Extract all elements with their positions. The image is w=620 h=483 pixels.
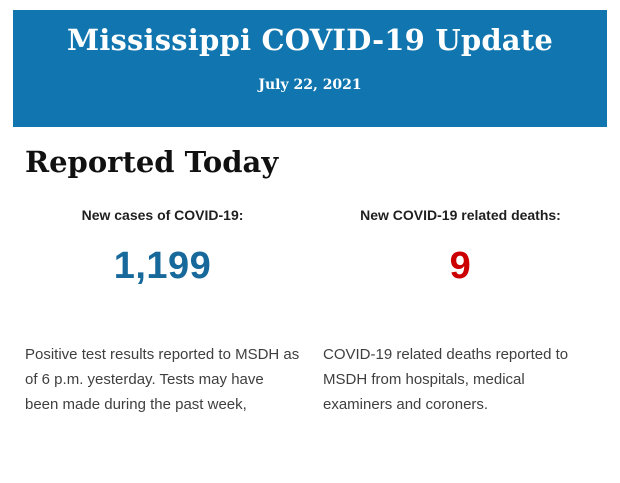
- new-cases-label: New cases of COVID-19:: [81, 207, 244, 224]
- banner: Mississippi COVID-19 Update July 22, 202…: [13, 10, 607, 127]
- content: Reported Today New cases of COVID-19: 1,…: [0, 145, 620, 417]
- new-deaths-description: COVID-19 related deaths reported to MSDH…: [323, 346, 569, 414]
- stat-new-deaths: New COVID-19 related deaths: 9 COVID-19 …: [310, 207, 608, 417]
- stats-row: New cases of COVID-19: 1,199 Positive te…: [12, 207, 608, 417]
- new-deaths-label: New COVID-19 related deaths:: [360, 207, 561, 224]
- newsletter-title: Mississippi COVID-19 Update: [66, 23, 554, 57]
- newsletter-date: July 22, 2021: [258, 76, 362, 93]
- section-heading-reported-today: Reported Today: [25, 145, 279, 179]
- new-deaths-value: 9: [449, 245, 472, 288]
- stat-new-cases: New cases of COVID-19: 1,199 Positive te…: [12, 207, 310, 417]
- new-cases-value: 1,199: [113, 245, 212, 288]
- new-cases-description: Positive test results reported to MSDH a…: [25, 346, 300, 414]
